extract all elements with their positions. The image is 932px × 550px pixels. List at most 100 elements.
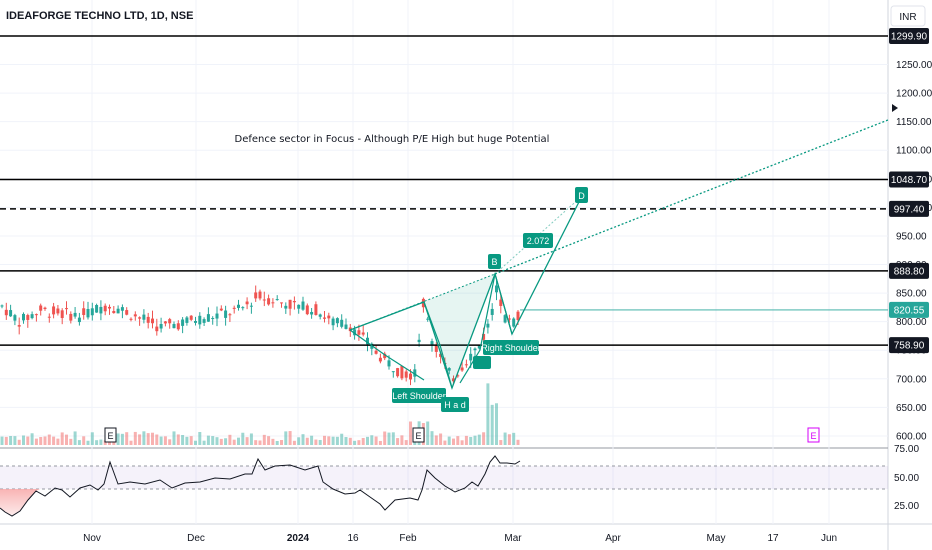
shoulder-line-right xyxy=(459,273,513,384)
candle-body xyxy=(477,345,481,349)
volume-bar xyxy=(409,421,412,445)
candle-body xyxy=(146,316,150,323)
candle-body xyxy=(159,323,163,329)
earnings-marker[interactable] xyxy=(412,427,425,443)
candle-body xyxy=(413,369,417,377)
volume-bar xyxy=(185,436,189,445)
candle-body xyxy=(361,332,365,335)
level-tag xyxy=(889,337,929,354)
volume-bar xyxy=(275,440,279,445)
volume-bar xyxy=(305,437,309,445)
candle-body xyxy=(73,312,77,317)
volume-bar xyxy=(258,440,262,445)
left-shoulder-tag[interactable] xyxy=(392,388,446,403)
volume-bar xyxy=(318,439,322,445)
candle-body xyxy=(155,326,159,332)
candle-body xyxy=(516,311,520,321)
time-tick: Apr xyxy=(605,533,621,544)
candle-body xyxy=(331,318,335,326)
volume-bar xyxy=(116,433,120,445)
level-tag xyxy=(889,200,929,217)
volume-bar xyxy=(30,433,34,445)
candle-body xyxy=(172,324,176,329)
volume-bar xyxy=(176,434,180,445)
volume-bar xyxy=(237,437,240,445)
candle-body xyxy=(142,314,146,320)
volume-bar xyxy=(374,436,378,445)
volume-bar xyxy=(129,440,133,445)
support-resistance-levels[interactable] xyxy=(0,35,888,346)
candle-body xyxy=(103,305,107,312)
volume-bar xyxy=(292,440,296,445)
volume-bar xyxy=(348,437,352,445)
candle-body xyxy=(400,365,404,379)
volume-bar xyxy=(378,440,382,445)
time-axis[interactable]: Nov Dec 2024 16 Feb Mar Apr May 17 Jun xyxy=(83,533,837,544)
rsi-tick-25: 25.00 xyxy=(894,501,919,512)
volume-bar xyxy=(52,436,56,445)
candle-body xyxy=(17,325,21,327)
level-tag-label: 758.90 xyxy=(894,341,925,352)
volume-bar xyxy=(495,403,498,445)
candle-body xyxy=(52,306,56,315)
bd-dotted-line xyxy=(494,195,583,275)
volume-bar xyxy=(206,435,210,445)
candle-body xyxy=(198,315,202,325)
candle-body xyxy=(82,308,86,315)
candle-body xyxy=(297,304,301,309)
volume-bar xyxy=(219,438,223,445)
harmonic-pattern[interactable]: Left Shoulder H a d Right Shoulder B D 2… xyxy=(349,119,889,412)
point-d-tag[interactable] xyxy=(575,187,588,203)
candle-body xyxy=(469,353,473,361)
volume-bar xyxy=(125,432,129,445)
candle-body xyxy=(301,301,305,310)
volume-bar xyxy=(254,440,258,445)
candle-body xyxy=(224,310,228,318)
candle-body xyxy=(245,301,249,305)
volume-bar xyxy=(56,438,60,445)
candle-body xyxy=(65,308,68,310)
candle-body xyxy=(452,378,455,382)
earnings-markers[interactable]: E E E xyxy=(104,427,820,443)
volume-bar xyxy=(288,431,292,445)
level-tag-label: 1299.90 xyxy=(891,32,928,43)
point-b-tag[interactable] xyxy=(488,254,501,269)
volume-bar xyxy=(224,438,228,445)
earnings-marker-upcoming[interactable] xyxy=(807,427,820,443)
volume-bar xyxy=(284,431,288,445)
volume-bar xyxy=(163,436,167,445)
c-point-tag[interactable] xyxy=(473,356,491,369)
volume-bar xyxy=(120,433,124,445)
chart-annotation[interactable]: Defence sector in Focus - Although P/E H… xyxy=(235,134,550,145)
volume-bar xyxy=(486,383,490,445)
candle-body xyxy=(4,309,8,316)
volume-bar xyxy=(60,432,64,445)
level-tag xyxy=(889,262,929,279)
candle-body xyxy=(189,315,193,320)
volume-bar xyxy=(43,436,47,445)
ratio-tag[interactable] xyxy=(523,233,553,248)
price-axis[interactable]: 600.00650.00700.00750.00800.00850.00900.… xyxy=(896,60,932,442)
candle-body xyxy=(495,285,498,293)
currency-button[interactable] xyxy=(890,5,926,27)
earnings-marker[interactable] xyxy=(104,427,117,443)
scroll-right-icon[interactable] xyxy=(892,104,898,112)
candle-body xyxy=(77,317,81,323)
volume-bar xyxy=(430,431,434,445)
volume-bar xyxy=(507,434,511,445)
volume-bar xyxy=(245,437,249,445)
volume-bar xyxy=(73,431,77,445)
earnings-marker-label: E xyxy=(107,431,113,441)
candle-body xyxy=(490,308,494,315)
candle-body xyxy=(404,371,408,378)
volume-bar xyxy=(211,436,215,445)
candle-body xyxy=(112,310,116,314)
candle-body xyxy=(421,298,425,308)
volume-bar xyxy=(189,436,193,445)
volume-bar xyxy=(181,435,185,445)
right-shoulder-tag[interactable] xyxy=(483,340,539,355)
rsi-oversold-fill xyxy=(0,489,40,516)
candle-body xyxy=(185,317,189,323)
head-tag[interactable] xyxy=(441,397,469,412)
